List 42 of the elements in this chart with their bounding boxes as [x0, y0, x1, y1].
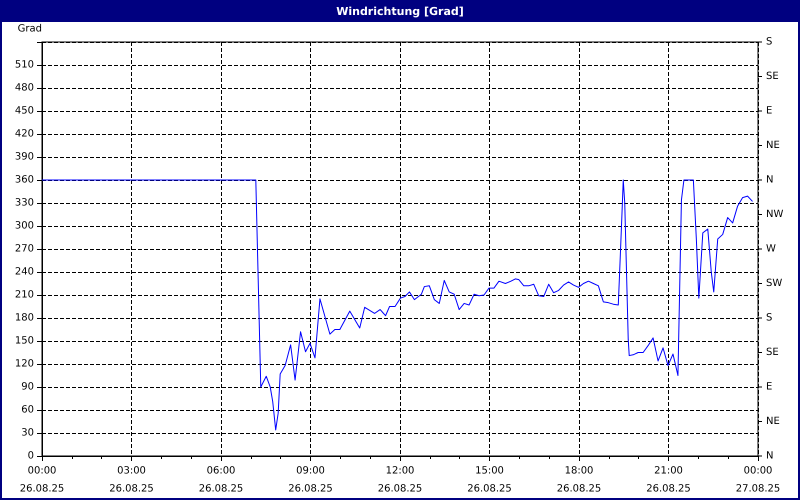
- y-tick-label: 60: [21, 404, 34, 416]
- text: S: [766, 36, 772, 48]
- text: E: [766, 382, 772, 392]
- y-tick-label: 150: [14, 336, 34, 346]
- x-tick-label: 03:00 26.08.25: [109, 466, 154, 494]
- y-tick-label: 120: [14, 358, 34, 370]
- text: SE: [766, 71, 779, 82]
- y-tick-label: 300: [14, 220, 34, 232]
- y-axis-title: Grad: [18, 24, 42, 34]
- text: N: [766, 450, 774, 462]
- x-tick-label: 00:00 26.08.25: [20, 466, 64, 494]
- x-tick-label: 21:00 26.08.25: [646, 466, 691, 494]
- x-tick-label: 12:00 26.08.25: [378, 466, 422, 494]
- y-tick-label: 360: [14, 174, 34, 186]
- x-tick-label: 00:00 27.08.25: [736, 466, 780, 494]
- y-tick-label: 450: [14, 106, 34, 116]
- y-tick-label: 420: [14, 128, 34, 140]
- text: S: [766, 312, 772, 324]
- chart-title: Windrichtung [Grad]: [2, 2, 798, 22]
- text: SE: [766, 347, 779, 358]
- y-tick-label: 90: [21, 382, 34, 392]
- x-tick-label: 15:00 26.08.25: [467, 466, 512, 494]
- y-tick-label: 480: [14, 82, 34, 94]
- y-tick-label: 0: [28, 450, 34, 462]
- y-tick-label: 180: [14, 312, 34, 324]
- text: NW: [766, 209, 784, 220]
- y-tick-label: 240: [14, 266, 34, 278]
- y-tick-label: 330: [14, 198, 34, 208]
- text: SW: [766, 278, 782, 289]
- x-tick-label: 18:00 26.08.25: [556, 466, 602, 494]
- y-tick-label: 30: [21, 428, 34, 438]
- x-tick-label: 09:00 26.08.25: [288, 466, 333, 494]
- y-tick-label: 390: [14, 152, 34, 162]
- x-tick-label: 06:00 26.08.25: [198, 466, 244, 494]
- text: E: [766, 106, 772, 116]
- y-tick-label: 510: [14, 60, 34, 70]
- text: W: [766, 244, 776, 254]
- y-tick-label: 270: [14, 244, 34, 254]
- text: NE: [766, 416, 780, 427]
- y-tick-label: 210: [14, 290, 34, 300]
- text: N: [766, 174, 774, 186]
- text: NE: [766, 140, 780, 151]
